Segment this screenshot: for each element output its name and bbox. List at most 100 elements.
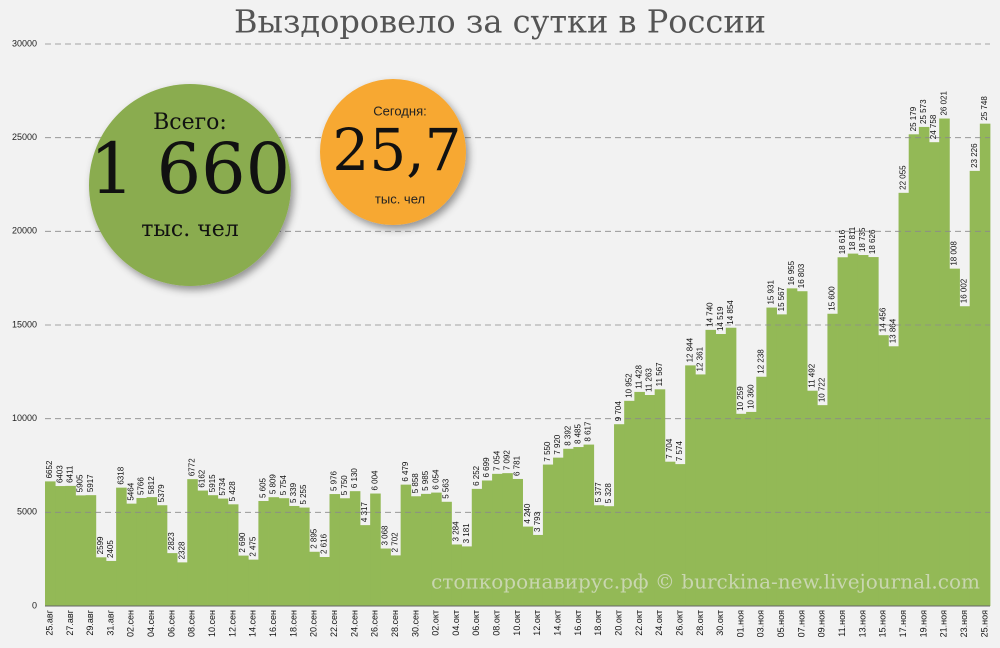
step-bar (166, 553, 178, 606)
step-bar (807, 390, 818, 606)
value-label: 10 360 (746, 384, 755, 409)
total-caption: Всего: (153, 110, 227, 135)
value-label: 5 985 (421, 470, 430, 491)
value-label: 9 704 (614, 401, 623, 422)
x-tick-label: 25.ноя (979, 610, 989, 637)
value-label: 5 255 (299, 484, 308, 505)
step-bar (420, 493, 432, 606)
value-label: 4 240 (523, 503, 532, 524)
value-label: 5905 (76, 474, 85, 492)
x-tick-label: 15.ноя (878, 610, 888, 637)
step-bar (786, 288, 798, 606)
x-tick-label: 12.сен (227, 610, 237, 637)
value-label: 6772 (187, 458, 196, 476)
value-label: 7 092 (502, 450, 511, 471)
x-tick-label: 30.сен (410, 610, 420, 637)
x-tick-label: 16.окт (573, 610, 583, 636)
x-tick-label: 12.окт (532, 610, 542, 636)
x-tick-label: 20.окт (613, 610, 623, 636)
y-tick-label: 30000 (12, 38, 37, 48)
value-label: 10 722 (817, 377, 826, 402)
total-badge (89, 84, 291, 286)
value-label: 5 754 (279, 475, 288, 496)
value-label: 11 263 (645, 368, 654, 392)
step-bar (400, 484, 412, 606)
today-caption: Сегодня: (373, 103, 426, 118)
value-label: 12 844 (685, 337, 694, 362)
value-label: 5766 (137, 477, 146, 495)
value-label: 6 699 (482, 457, 491, 478)
chart-title: Выздоровело за сутки в России (234, 3, 766, 41)
step-bar (85, 495, 97, 606)
value-label: 5 605 (259, 477, 268, 498)
step-bar (857, 255, 869, 606)
value-label: 16 955 (787, 260, 796, 285)
value-label: 7 574 (675, 441, 684, 462)
value-label: 7 920 (553, 434, 562, 455)
x-tick-label: 29.авг (85, 609, 95, 635)
x-tick-label: 22.сен (329, 610, 339, 637)
value-label: 4 317 (360, 502, 369, 523)
value-label: 5917 (86, 474, 95, 492)
x-tick-label: 14.окт (553, 610, 563, 636)
step-bar (481, 480, 493, 606)
value-label: 2823 (167, 532, 176, 550)
step-bar (532, 534, 544, 606)
step-bar (349, 491, 361, 606)
value-label: 12 238 (756, 349, 765, 374)
step-bar (553, 457, 564, 606)
x-tick-label: 04.окт (451, 610, 461, 636)
value-label: 14 740 (706, 302, 715, 327)
step-bar (461, 546, 473, 606)
value-label: 2 690 (238, 532, 247, 553)
step-bar (664, 461, 676, 606)
step-bar (654, 389, 666, 606)
x-tick-label: 18.окт (593, 610, 603, 636)
value-label: 14 519 (716, 306, 725, 331)
value-label: 6 781 (513, 455, 522, 476)
x-tick-label: 26.сен (370, 610, 380, 637)
x-tick-label: 16.сен (268, 610, 278, 637)
value-label: 5 858 (411, 473, 420, 494)
step-bar (969, 170, 981, 606)
value-label: 5 328 (604, 483, 613, 504)
today-value: 25,7 (332, 116, 461, 184)
step-bar (725, 327, 737, 606)
x-tick-label: 10.окт (512, 610, 522, 636)
step-bar (827, 313, 838, 606)
step-bar (207, 495, 219, 606)
value-label: 2328 (177, 541, 186, 559)
step-bar (390, 555, 402, 606)
y-tick-label: 10000 (12, 413, 37, 423)
x-tick-label: 31.авг (105, 609, 115, 635)
value-label: 10 952 (624, 373, 633, 398)
step-bar (55, 486, 66, 606)
x-tick-label: 28.сен (390, 610, 400, 637)
step-bar (959, 306, 971, 606)
value-label: 8 485 (574, 423, 583, 444)
x-tick-label: 08.окт (492, 610, 502, 636)
value-label: 6 130 (350, 468, 359, 489)
x-tick-label: 25.авг (44, 609, 54, 635)
value-label: 2 475 (248, 536, 257, 557)
step-bar (360, 525, 371, 606)
value-label: 5 750 (340, 475, 349, 496)
step-bar (126, 503, 137, 606)
y-tick-label: 25000 (12, 132, 37, 142)
step-bar (644, 395, 656, 606)
value-label: 15 567 (777, 286, 786, 311)
total-value: 1 660 (90, 128, 290, 210)
x-tick-label: 30.окт (715, 610, 725, 636)
step-bar (624, 400, 635, 606)
x-tick-label: 28.окт (695, 610, 705, 636)
value-label: 25 179 (909, 106, 918, 131)
step-bar (136, 497, 148, 606)
step-bar (756, 376, 767, 606)
value-label: 2 616 (320, 533, 329, 554)
x-tick-label: 09.ноя (817, 610, 827, 637)
value-label: 6411 (66, 465, 75, 483)
step-bar (309, 551, 320, 606)
step-bar (217, 498, 229, 606)
step-bar (75, 495, 87, 606)
